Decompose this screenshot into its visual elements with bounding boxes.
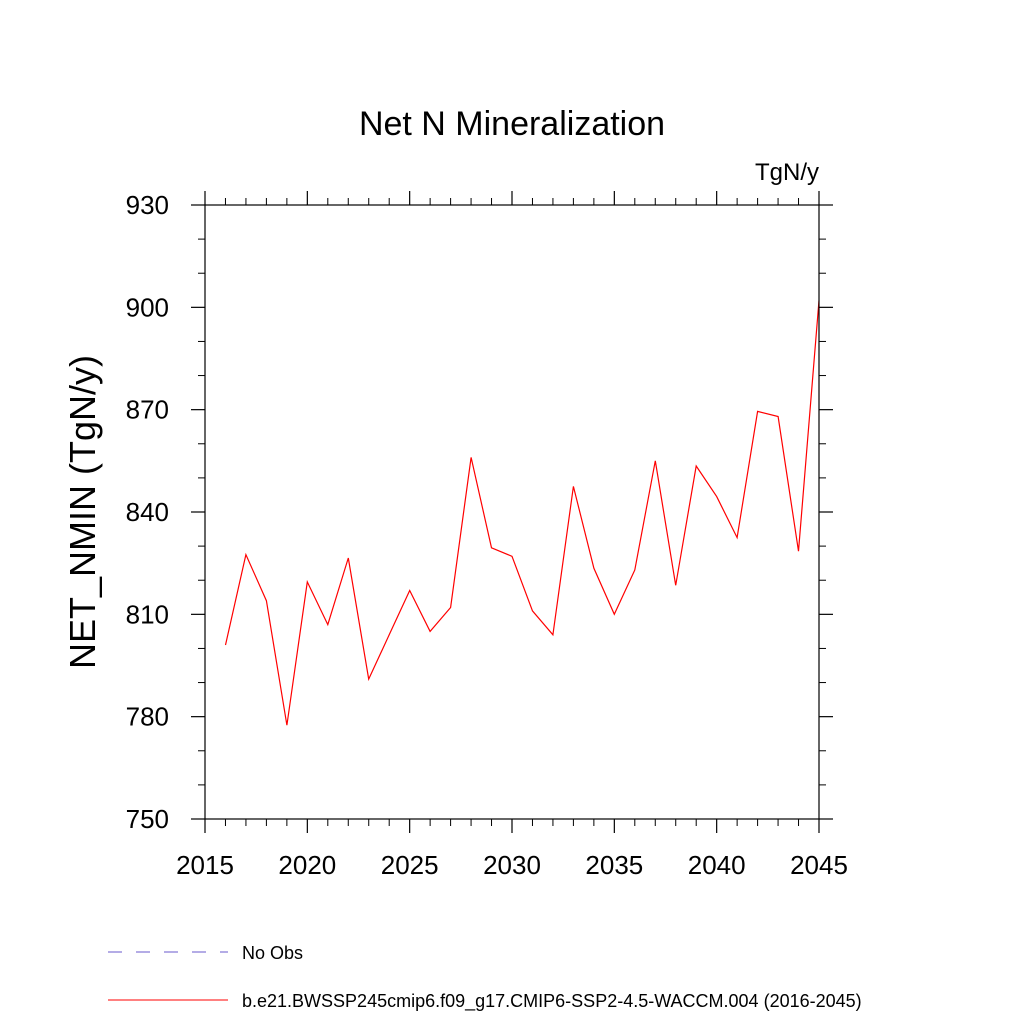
y-tick-label: 780 <box>126 702 169 732</box>
x-tick-label: 2030 <box>483 850 541 880</box>
series-group <box>224 300 820 726</box>
y-tick-label: 810 <box>126 599 169 629</box>
y-tick-label: 840 <box>126 497 169 527</box>
legend-label: No Obs <box>242 943 303 963</box>
y-tick-label: 750 <box>126 804 169 834</box>
x-tick-label: 2035 <box>585 850 643 880</box>
x-tick-label: 2020 <box>278 850 336 880</box>
y-ticks-group: 750 780 810 840 870 900 930 <box>126 190 833 834</box>
chart-title: Net N Mineralization <box>359 105 665 143</box>
x-tick-label: 2045 <box>790 850 848 880</box>
units-label: TgN/y <box>755 159 819 186</box>
y-tick-label: 930 <box>126 190 169 220</box>
legend: No Obs b.e21.BWSSP245cmip6.f09_g17.CMIP6-… <box>108 943 862 1012</box>
x-ticks-group: 2015 2020 2025 2030 2035 2040 2045 <box>176 191 848 880</box>
y-tick-label: 900 <box>126 292 169 322</box>
legend-label: b.e21.BWSSP245cmip6.f09_g17.CMIP6-SSP2-4… <box>242 991 862 1012</box>
x-tick-label: 2015 <box>176 850 234 880</box>
y-axis-label: NET_NMIN (TgN/y) <box>62 355 103 669</box>
series-line <box>224 300 820 726</box>
x-tick-label: 2025 <box>381 850 439 880</box>
x-tick-label: 2040 <box>688 850 746 880</box>
y-tick-label: 870 <box>126 395 169 425</box>
plot-frame <box>204 204 820 820</box>
